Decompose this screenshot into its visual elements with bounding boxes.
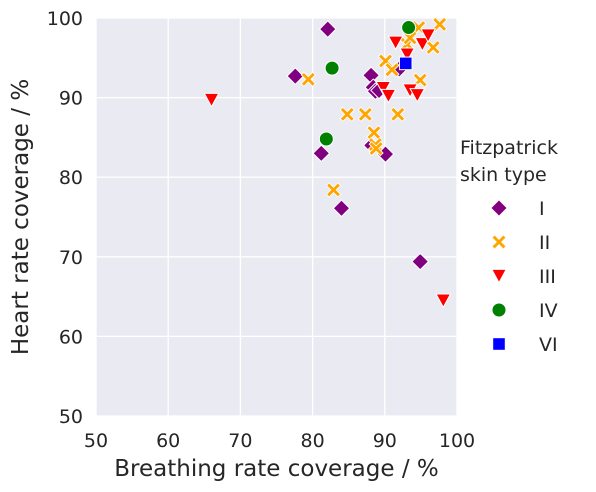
data-point-type-III <box>380 88 397 104</box>
x-axis-label: Breathing rate coverage / % <box>114 456 438 482</box>
data-point-type-I <box>318 20 337 39</box>
legend-marker-VI <box>492 337 506 351</box>
data-point-type-II <box>366 125 382 141</box>
data-point-type-II <box>390 106 406 122</box>
y-tick-labels: 50 60 70 80 90 100 <box>47 8 83 428</box>
legend-marker-II <box>491 234 507 250</box>
legend-marker-IV <box>491 302 507 318</box>
legend-title-line-1: Fitzpatrick <box>460 137 558 159</box>
data-point-type-III <box>435 293 452 309</box>
data-point-type-III <box>375 80 392 96</box>
x-tick-label: 60 <box>156 430 180 452</box>
data-point-type-IV <box>401 20 417 36</box>
y-tick-label: 80 <box>59 167 83 189</box>
legend-label-VI: VI <box>539 334 558 356</box>
data-point-type-III <box>409 88 426 103</box>
data-point-type-III <box>414 37 431 52</box>
data-point-type-IV <box>318 131 334 147</box>
legend-label-IV: IV <box>539 300 558 322</box>
data-point-type-I <box>286 67 305 86</box>
x-tick-labels: 50 60 70 80 90 100 <box>84 430 475 452</box>
x-tick-label: 80 <box>301 430 325 452</box>
grid-lines <box>95 17 458 417</box>
y-tick-label: 60 <box>59 326 83 348</box>
legend-label-I: I <box>539 198 545 220</box>
x-tick-label: 50 <box>84 430 108 452</box>
y-tick-label: 70 <box>59 247 83 269</box>
y-tick-label: 100 <box>47 8 83 30</box>
data-point-type-I <box>411 252 430 271</box>
y-axis-label: Heart rate coverage / % <box>8 79 34 355</box>
x-tick-label: 90 <box>373 430 397 452</box>
y-tick-label: 50 <box>59 406 83 428</box>
data-point-type-II <box>325 182 342 198</box>
x-tick-label: 70 <box>228 430 252 452</box>
plot-area <box>96 18 457 416</box>
data-points <box>203 16 452 309</box>
data-point-type-IV <box>324 60 340 76</box>
data-point-type-II <box>339 106 355 122</box>
data-point-type-III <box>399 47 416 63</box>
legend-title-line-2: skin type <box>460 164 547 186</box>
data-point-type-III <box>387 35 404 51</box>
data-point-type-VI <box>398 56 413 71</box>
legend-label-II: II <box>539 232 550 254</box>
legend-label-III: III <box>539 266 556 288</box>
data-point-type-I <box>332 199 351 218</box>
x-tick-label: 100 <box>439 430 475 452</box>
legend-marker-I <box>490 199 508 217</box>
data-point-type-II <box>357 106 373 122</box>
data-point-type-I <box>312 144 331 163</box>
legend-marker-III <box>490 268 508 284</box>
y-tick-label: 90 <box>59 88 83 110</box>
data-point-type-II <box>432 16 448 32</box>
data-point-type-II <box>300 71 316 87</box>
data-point-type-III <box>420 28 437 44</box>
data-point-type-II <box>368 140 384 157</box>
data-point-type-III <box>203 92 220 108</box>
